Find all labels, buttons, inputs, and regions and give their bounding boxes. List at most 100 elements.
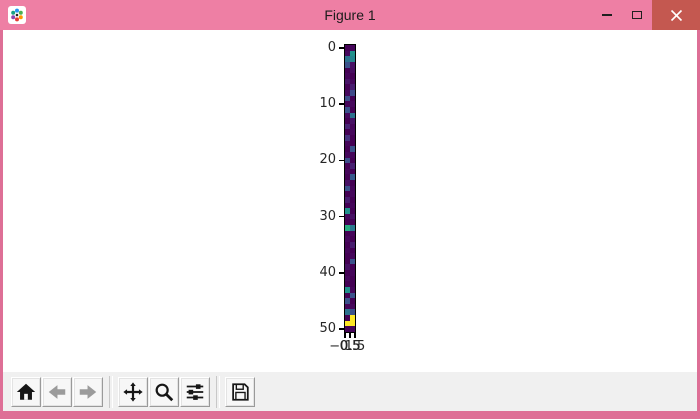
heatmap-cell: [345, 106, 350, 113]
heatmap-cell: [345, 253, 350, 259]
heatmap-cell: [345, 225, 350, 231]
heatmap-cell: [350, 157, 355, 164]
heatmap-cell: [345, 236, 350, 242]
heatmap-cell: [345, 241, 350, 248]
y-tick-mark: [339, 272, 344, 274]
heatmap-cell: [350, 225, 355, 231]
forward-button[interactable]: [73, 376, 103, 407]
minimize-button[interactable]: [592, 0, 622, 30]
heatmap-cell: [350, 230, 355, 237]
heatmap-cell: [350, 73, 355, 79]
heatmap-cell: [350, 315, 355, 321]
heatmap-cell: [350, 275, 355, 282]
figure-canvas[interactable]: 0 10 20 30 40 50 −0.5 0.5 1.5: [3, 30, 697, 372]
x-tick-label: 1.5: [344, 339, 366, 354]
heatmap-cell: [345, 151, 350, 158]
heatmap-cell: [350, 78, 355, 85]
heatmap-cell: [350, 67, 355, 74]
heatmap-cell: [350, 191, 355, 197]
heatmap-cell: [350, 180, 355, 186]
heatmap-cell: [350, 146, 355, 152]
zoom-magnifier-icon: [155, 383, 174, 401]
heatmap-cell: [350, 56, 355, 62]
heatmap-cell: [345, 213, 350, 220]
heatmap-cell: [350, 298, 355, 304]
heatmap-cell: [345, 61, 350, 68]
heatmap-cell: [350, 264, 355, 270]
heatmap-cell: [345, 320, 350, 327]
heatmap-cell: [350, 258, 355, 265]
heatmap-cell: [350, 95, 355, 102]
heatmap-cell: [345, 90, 350, 96]
heatmap-cell: [345, 50, 350, 57]
heatmap-cell: [350, 292, 355, 299]
y-tick-label: 0: [327, 39, 336, 55]
y-tick-label: 30: [319, 208, 336, 224]
titlebar[interactable]: Figure 1: [0, 0, 700, 30]
heatmap-cell: [350, 219, 355, 225]
sliders-icon: [186, 383, 204, 400]
toolbar-separator: [109, 375, 113, 408]
y-tick-label: 50: [319, 321, 336, 337]
heatmap-cell: [350, 208, 355, 214]
save-button[interactable]: [225, 376, 255, 407]
pan-button[interactable]: [118, 376, 148, 407]
heatmap-cell: [345, 247, 350, 254]
heatmap-cell: [350, 270, 355, 276]
heatmap-cell: [345, 146, 350, 152]
heatmap-cell: [345, 196, 350, 203]
back-button[interactable]: [42, 376, 72, 407]
heatmap-cell: [345, 286, 350, 293]
heatmap-cell: [350, 168, 355, 175]
y-tick-mark: [339, 103, 344, 105]
configure-subplots-button[interactable]: [180, 376, 210, 407]
client-area: 0 10 20 30 40 50 −0.5 0.5 1.5: [3, 30, 697, 411]
heatmap-cell: [350, 309, 355, 316]
heatmap-cell: [345, 230, 350, 237]
matplotlib-logo-icon: [8, 6, 26, 24]
window-title: Figure 1: [324, 7, 376, 23]
heatmap-cell: [345, 258, 350, 265]
heatmap-cell: [345, 219, 350, 225]
x-tick-mark: [354, 333, 356, 338]
heatmap-cell: [345, 84, 350, 90]
heatmap-cell: [345, 270, 350, 276]
maximize-button[interactable]: [622, 0, 652, 30]
heatmap-cell: [345, 101, 350, 107]
home-icon: [16, 383, 36, 400]
heatmap-cell: [350, 84, 355, 90]
heatmap-cell: [350, 202, 355, 209]
heatmap-cell: [350, 247, 355, 254]
heatmap-cell: [350, 236, 355, 242]
back-arrow-icon: [48, 384, 66, 399]
close-button[interactable]: [652, 0, 700, 30]
pan-arrows-icon: [123, 381, 143, 402]
heatmap-cell: [345, 180, 350, 186]
heatmap-cell: [345, 129, 350, 135]
heatmap-cell: [345, 56, 350, 62]
heatmap-image: [345, 45, 355, 332]
heatmap-cell: [350, 286, 355, 293]
heatmap-cell: [350, 163, 355, 169]
heatmap-cell: [350, 281, 355, 287]
heatmap-cell: [345, 140, 350, 147]
heatmap-cell: [345, 78, 350, 85]
heatmap-cell: [345, 112, 350, 119]
heatmap-cell: [345, 298, 350, 304]
heatmap-cell: [345, 191, 350, 197]
heatmap-cell: [345, 73, 350, 79]
y-tick-mark: [339, 47, 344, 49]
minimize-icon: [602, 14, 612, 16]
y-tick-label: 20: [319, 152, 336, 168]
heatmap-cell: [350, 112, 355, 119]
toolbar: [3, 372, 697, 411]
heatmap-cell: [350, 118, 355, 124]
heatmap-cell: [350, 253, 355, 259]
zoom-button[interactable]: [149, 376, 179, 407]
heatmap-cell: [345, 326, 350, 332]
heatmap-cell: [350, 61, 355, 68]
heatmap-cell: [345, 123, 350, 130]
heatmap-cell: [345, 163, 350, 169]
home-button[interactable]: [11, 376, 41, 407]
